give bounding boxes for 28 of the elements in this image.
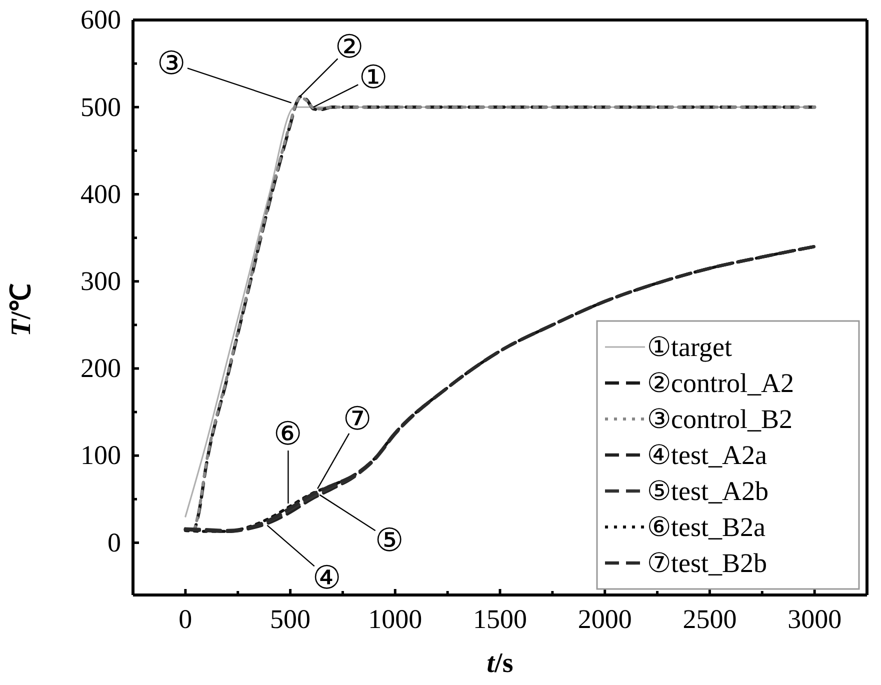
x-tick-label: 500 — [270, 604, 311, 634]
legend-label: ④test_A2a — [647, 440, 767, 470]
y-tick-label: 0 — [108, 527, 121, 558]
x-tick-label: 1500 — [473, 604, 527, 634]
x-tick-label: 3000 — [788, 604, 842, 634]
legend-label: ⑦test_B2b — [647, 548, 768, 578]
x-tick-label: 0 — [178, 604, 192, 634]
legend-label: ⑥test_B2a — [647, 512, 766, 542]
y-tick-label: 400 — [80, 178, 121, 209]
y-tick-label: 500 — [80, 92, 121, 122]
legend-label: ③control_B2 — [647, 404, 792, 434]
annotation: ⑦ — [343, 400, 372, 437]
annotation: ⑤ — [375, 522, 404, 558]
legend-label: ②control_A2 — [647, 368, 794, 398]
y-tick-label: 300 — [80, 266, 121, 296]
x-axis-title: t/s — [486, 648, 514, 679]
legend-label: ⑤test_A2b — [647, 476, 768, 506]
annotation: ④ — [312, 559, 342, 596]
x-tick-label: 2500 — [682, 604, 737, 634]
annotation: ③ — [156, 44, 186, 81]
legend-label: ①target — [647, 332, 732, 362]
y-tick-label: 600 — [80, 4, 121, 35]
x-tick-label: 2000 — [578, 604, 632, 634]
y-tick-label: 200 — [80, 353, 121, 384]
y-tick-label: 100 — [80, 440, 121, 470]
annotation: ⑥ — [274, 416, 303, 452]
y-axis-title: T/℃ — [6, 284, 37, 336]
x-tick-label: 1000 — [368, 604, 422, 634]
